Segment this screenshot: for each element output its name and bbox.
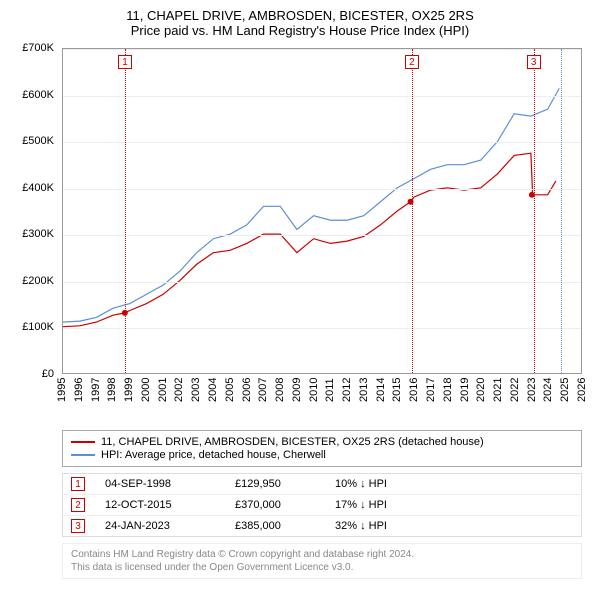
x-tick-label: 2017	[425, 378, 437, 402]
x-tick-label: 1998	[106, 378, 118, 402]
x-tick-label: 2015	[391, 378, 403, 402]
x-tick-label: 2007	[257, 378, 269, 402]
x-tick-label: 2023	[526, 378, 538, 402]
series-line-price_paid	[63, 153, 556, 327]
marker-table: 1 04-SEP-1998 £129,950 10% ↓ HPI 2 12-OCT-201…	[62, 473, 582, 537]
x-tick-label: 2019	[459, 378, 471, 402]
chart-container: 11, CHAPEL DRIVE, AMBROSDEN, BICESTER, O…	[0, 0, 600, 590]
legend: 11, CHAPEL DRIVE, AMBROSDEN, BICESTER, O…	[62, 430, 582, 467]
x-tick-label: 1996	[73, 378, 85, 402]
x-tick-label: 2022	[509, 378, 521, 402]
chart-area: £0 £100K £200K £300K £400K £500K £600K £700K 1 2…	[14, 44, 586, 424]
marker-date: 24-JAN-2023	[105, 520, 215, 532]
marker-id-box: 1	[71, 477, 85, 491]
end-marker-line	[561, 49, 562, 373]
x-tick-label: 1997	[90, 378, 102, 402]
footer-attribution: Contains HM Land Registry data © Crown c…	[62, 543, 582, 579]
marker-line	[412, 49, 413, 373]
chart-lines	[63, 49, 581, 373]
gridline	[63, 189, 581, 190]
x-tick-label: 2010	[308, 378, 320, 402]
y-axis: £0£100K£200K£300K£400K£500K£600K£700K	[14, 44, 58, 374]
legend-label: HPI: Average price, detached house, Cher…	[101, 449, 326, 461]
y-tick-label: £0	[42, 368, 54, 380]
x-tick-label: 2014	[375, 378, 387, 402]
x-tick-label: 2021	[492, 378, 504, 402]
x-tick-label: 2011	[324, 378, 336, 402]
marker-table-row: 1 04-SEP-1998 £129,950 10% ↓ HPI	[63, 474, 581, 494]
series-line-hpi	[63, 88, 559, 322]
x-tick-label: 2025	[559, 378, 571, 402]
marker-delta: 32% ↓ HPI	[335, 520, 573, 532]
marker-line	[125, 49, 126, 373]
x-tick-label: 2020	[475, 378, 487, 402]
legend-label: 11, CHAPEL DRIVE, AMBROSDEN, BICESTER, O…	[101, 436, 484, 448]
gridline	[63, 235, 581, 236]
marker-price: £129,950	[235, 478, 315, 490]
x-tick-label: 2001	[157, 378, 169, 402]
marker-box: 2	[405, 55, 419, 69]
x-tick-label: 2004	[207, 378, 219, 402]
gridline	[63, 282, 581, 283]
x-axis: 1995199619971998199920002001200220032004…	[62, 378, 582, 422]
marker-id-box: 3	[71, 519, 85, 533]
title-block: 11, CHAPEL DRIVE, AMBROSDEN, BICESTER, O…	[14, 8, 586, 38]
x-tick-label: 1995	[56, 378, 68, 402]
footer-line-2: This data is licensed under the Open Gov…	[71, 561, 573, 574]
marker-box: 3	[527, 55, 541, 69]
marker-date: 04-SEP-1998	[105, 478, 215, 490]
x-tick-label: 2003	[190, 378, 202, 402]
x-tick-label: 2026	[576, 378, 588, 402]
marker-price: £370,000	[235, 499, 315, 511]
legend-item: 11, CHAPEL DRIVE, AMBROSDEN, BICESTER, O…	[71, 436, 573, 448]
marker-delta: 10% ↓ HPI	[335, 478, 573, 490]
x-tick-label: 2002	[173, 378, 185, 402]
marker-delta: 17% ↓ HPI	[335, 499, 573, 511]
x-tick-label: 2000	[140, 378, 152, 402]
gridline	[63, 142, 581, 143]
legend-swatch	[71, 441, 95, 443]
y-tick-label: £200K	[22, 275, 54, 287]
marker-table-row: 3 24-JAN-2023 £385,000 32% ↓ HPI	[63, 515, 581, 536]
x-tick-label: 2024	[542, 378, 554, 402]
footer-line-1: Contains HM Land Registry data © Crown c…	[71, 548, 573, 561]
marker-table-row: 2 12-OCT-2015 £370,000 17% ↓ HPI	[63, 494, 581, 515]
x-tick-label: 1999	[123, 378, 135, 402]
marker-price: £385,000	[235, 520, 315, 532]
y-tick-label: £500K	[22, 135, 54, 147]
gridline	[63, 96, 581, 97]
x-tick-label: 2006	[241, 378, 253, 402]
x-tick-label: 2009	[291, 378, 303, 402]
gridline	[63, 328, 581, 329]
marker-line	[534, 49, 535, 373]
x-tick-label: 2018	[442, 378, 454, 402]
legend-item: HPI: Average price, detached house, Cher…	[71, 449, 573, 461]
x-tick-label: 2005	[224, 378, 236, 402]
legend-swatch	[71, 454, 95, 456]
x-tick-label: 2013	[358, 378, 370, 402]
marker-id-box: 2	[71, 498, 85, 512]
marker-box: 1	[118, 55, 132, 69]
plot-area: 1 2 3	[62, 48, 582, 374]
y-tick-label: £400K	[22, 182, 54, 194]
x-tick-label: 2016	[408, 378, 420, 402]
x-tick-label: 2012	[341, 378, 353, 402]
chart-subtitle: Price paid vs. HM Land Registry's House …	[14, 23, 586, 38]
chart-title: 11, CHAPEL DRIVE, AMBROSDEN, BICESTER, O…	[14, 8, 586, 23]
y-tick-label: £600K	[22, 89, 54, 101]
marker-date: 12-OCT-2015	[105, 499, 215, 511]
x-tick-label: 2008	[274, 378, 286, 402]
gridline	[63, 49, 581, 50]
y-tick-label: £700K	[22, 42, 54, 54]
y-tick-label: £300K	[22, 228, 54, 240]
y-tick-label: £100K	[22, 321, 54, 333]
